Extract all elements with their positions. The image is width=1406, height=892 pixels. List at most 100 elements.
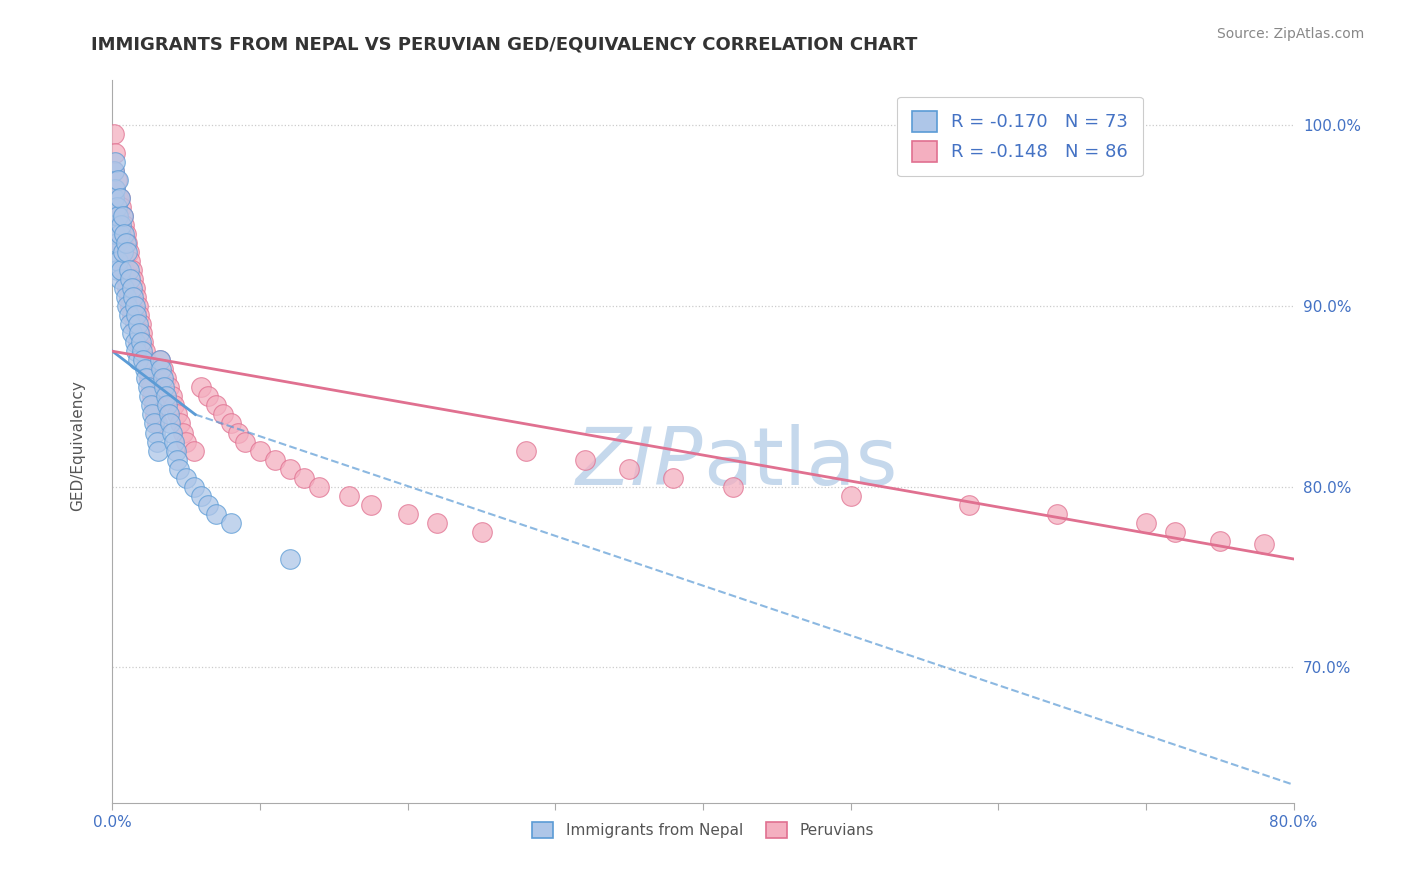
Point [470,524,494,539]
Point [104,181,127,195]
Point [111,244,134,259]
Point [125,344,148,359]
Point [159,417,181,431]
Point [337,489,360,503]
Point [139,398,162,412]
Point [157,408,180,422]
Point [233,434,256,449]
Point [105,209,128,223]
Point [108,191,131,205]
Point [118,244,141,259]
Point [156,398,179,412]
Point [153,380,176,394]
Point [142,398,165,412]
Point [167,461,190,475]
Point [124,281,146,295]
Point [107,172,129,186]
Point [110,200,132,214]
Point [110,235,132,250]
Point [105,172,128,186]
Point [125,290,148,304]
Point [226,425,249,440]
Point [131,326,153,340]
Point [197,498,219,512]
Point [205,398,228,412]
Point [205,507,228,521]
Point [143,408,166,422]
Point [122,290,145,304]
Point [574,452,596,467]
Point [143,425,166,440]
Point [183,443,205,458]
Point [110,263,132,277]
Point [118,308,141,322]
Point [108,191,131,205]
Text: ZIP: ZIP [575,425,703,502]
Point [190,489,212,503]
Point [114,272,136,286]
Point [134,344,156,359]
Point [107,209,129,223]
Point [219,417,242,431]
Point [278,461,301,475]
Point [117,281,138,295]
Point [1135,516,1157,530]
Point [165,443,187,458]
Point [103,163,125,178]
Point [121,308,143,322]
Point [121,326,143,340]
Point [160,425,183,440]
Point [619,461,641,475]
Point [169,417,191,431]
Point [103,218,125,232]
Point [163,434,186,449]
Point [136,362,159,376]
Point [104,227,127,241]
Text: Source: ZipAtlas.com: Source: ZipAtlas.com [1216,27,1364,41]
Point [127,353,149,368]
Point [121,263,143,277]
Point [839,489,862,503]
Point [721,480,744,494]
Point [152,362,174,376]
Point [118,290,141,304]
Point [114,290,136,304]
Point [103,244,125,259]
Point [105,235,128,250]
Point [107,191,129,205]
Point [105,200,128,214]
Point [132,353,155,368]
Point [136,380,159,394]
Point [127,335,149,350]
Point [212,408,235,422]
Point [264,452,287,467]
Point [515,443,537,458]
Point [139,380,162,394]
Point [166,452,188,467]
Point [111,209,134,223]
Point [104,181,127,195]
Point [127,299,149,313]
Point [249,443,271,458]
Point [114,235,136,250]
Point [111,244,134,259]
Point [110,218,132,232]
Point [135,371,157,385]
Point [149,353,172,368]
Point [104,145,127,160]
Point [134,362,156,376]
Point [131,344,153,359]
Point [117,244,138,259]
Point [1164,524,1187,539]
Point [957,498,980,512]
Point [360,498,382,512]
Point [112,281,135,295]
Point [129,335,152,350]
Point [1046,507,1069,521]
Point [112,227,135,241]
Point [155,371,177,385]
Point [152,371,174,385]
Point [142,417,165,431]
Point [138,389,160,403]
Point [135,353,157,368]
